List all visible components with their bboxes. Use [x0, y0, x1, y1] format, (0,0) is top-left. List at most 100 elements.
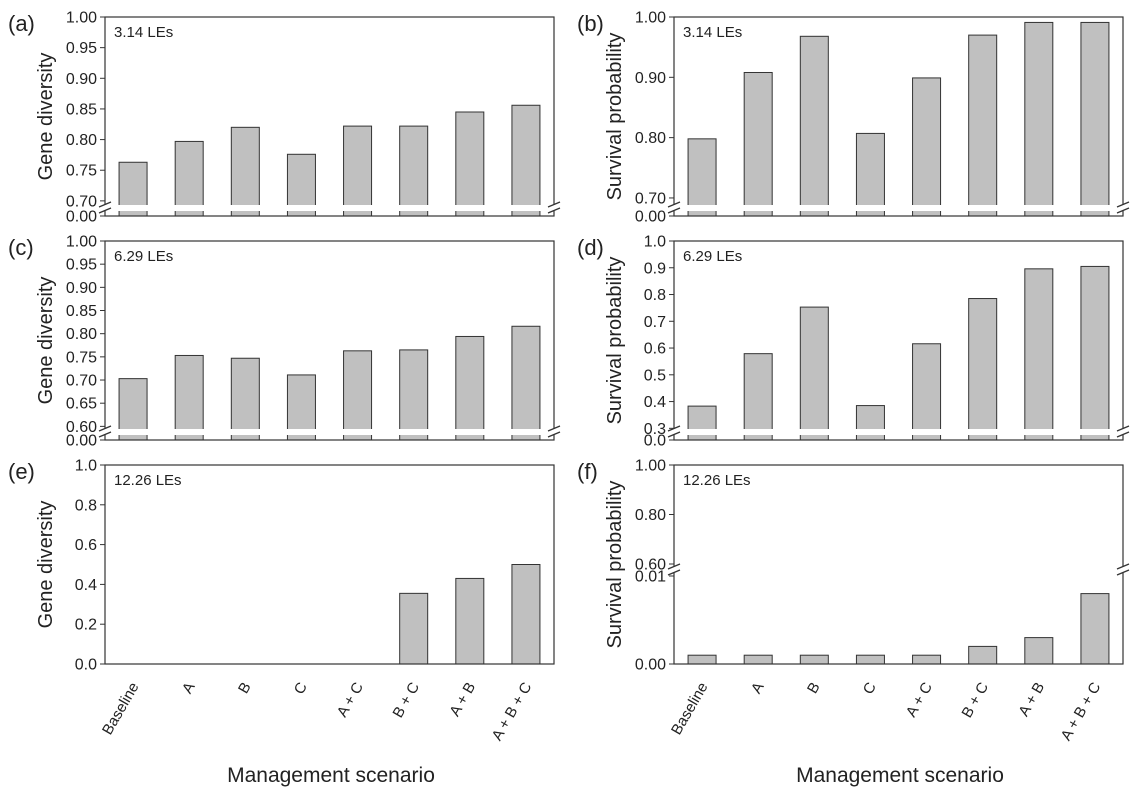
y-tick-label: 1.00	[635, 10, 666, 27]
bar-abc	[511, 325, 541, 441]
y-tick-label: 0.8	[75, 497, 97, 514]
bar-b	[799, 654, 829, 665]
chart-panel-e: 0.0 0.2 0.4 0.6 0.8 1.0 (e)Gene diversity 12.26…	[8, 458, 555, 744]
x-tick-label: B + C	[958, 679, 992, 720]
axis-break-mark	[667, 425, 681, 432]
x-axis-title-left: Management scenario	[227, 764, 435, 787]
axis-break-mark	[547, 431, 561, 438]
axis-break-mark	[98, 201, 112, 208]
bar-bc	[968, 645, 998, 665]
x-tick-label: A + B	[446, 680, 479, 720]
x-axis-title-right: Management scenario	[796, 764, 1004, 787]
chart-panel-f: 0.60 0.80 1.00 0.00 0.01 (f) Survival probabil…	[577, 458, 1130, 744]
y-tick-label: 0.8	[644, 287, 666, 304]
axis-break-mark	[547, 207, 561, 214]
panel-label: (f)	[577, 459, 598, 484]
y-tick-label: 1.0	[644, 234, 666, 251]
bar-bc	[399, 125, 429, 217]
y-tick-label: 0.4	[644, 394, 666, 411]
x-tick-label: A	[179, 680, 199, 697]
bar-ab	[455, 577, 485, 665]
bar-a	[174, 140, 204, 217]
y-tick-label: 0.75	[66, 163, 97, 180]
bar-b	[799, 35, 829, 217]
bar-abc	[1080, 265, 1110, 441]
x-tick-label: A	[748, 680, 768, 697]
y-tick-label-zero: 0.00	[635, 209, 666, 226]
panel-label: (b)	[577, 11, 604, 36]
x-tick-label: B	[804, 680, 824, 697]
bar-a	[743, 353, 773, 441]
bar-a	[174, 354, 204, 441]
bar-bc	[399, 592, 429, 665]
bar-bc	[968, 298, 998, 441]
axis-break-mark	[1116, 563, 1130, 570]
y-axis-label: Gene diversity	[35, 53, 57, 181]
y-tick-label: 1.00	[66, 234, 97, 251]
axis-break-mark	[1116, 207, 1130, 214]
axis-break-mark	[1116, 569, 1130, 576]
chart-panel-d: 0.3 0.4 0.5 0.6 0.7 0.8 0.9 1.0 0.0 (d)Survival p…	[577, 234, 1130, 450]
y-tick-label: 0.90	[635, 70, 666, 87]
y-tick-label: 0.5	[644, 367, 666, 384]
y-tick-label: 0.80	[635, 507, 666, 524]
bar-abc	[511, 564, 541, 665]
corner-label: 3.14 LEs	[683, 24, 742, 41]
x-tick-label: B	[235, 680, 255, 697]
y-axis-label: Survival probability	[604, 33, 626, 201]
x-tick-label: B + C	[389, 679, 423, 720]
bar-ab	[455, 111, 485, 217]
y-tick-label: 0.0	[75, 657, 97, 674]
y-tick-label: 0.00	[635, 657, 666, 674]
plot-frame	[673, 240, 1124, 441]
y-tick-label: 0.90	[66, 71, 97, 88]
bar-ab	[1024, 637, 1054, 665]
y-tick-label: 0.3	[644, 421, 666, 438]
y-tick-label: 0.95	[66, 257, 97, 274]
y-tick-label: 0.70	[66, 373, 97, 390]
x-tick-label: A + B + C	[489, 679, 536, 743]
y-tick-label: 0.70	[66, 193, 97, 210]
plot-frame	[104, 464, 555, 665]
corner-label: 12.26 LEs	[114, 472, 182, 489]
bar-ac	[912, 343, 942, 441]
corner-label: 3.14 LEs	[114, 24, 173, 41]
bar-b	[230, 126, 260, 217]
y-tick-label: 0.85	[66, 303, 97, 320]
y-tick-label: 0.9	[644, 260, 666, 277]
y-tick-label: 0.7	[644, 314, 666, 331]
axis-break-gap	[103, 429, 556, 435]
axis-break-mark	[667, 563, 681, 570]
bar-ab	[1024, 268, 1054, 441]
bar-ab	[1024, 21, 1054, 217]
x-tick-label: C	[291, 679, 311, 697]
y-tick-label: 0.6	[644, 341, 666, 358]
x-tick-label: A + C	[334, 679, 367, 720]
axis-break-mark	[667, 201, 681, 208]
y-axis-label: Gene diversity	[35, 501, 57, 629]
bar-a	[743, 654, 773, 665]
y-tick-label: 0.60	[635, 557, 666, 574]
chart-panel-c: 0.60 0.65 0.70 0.75 0.80 0.85 0.90 0.95 1.00 0.00…	[8, 234, 561, 450]
y-tick-label: 0.95	[66, 40, 97, 57]
corner-label: 6.29 LEs	[683, 248, 742, 265]
panel-label: (c)	[8, 235, 34, 260]
y-axis-label: Gene diversity	[35, 277, 57, 405]
axis-break-gap	[672, 429, 1125, 435]
bar-c	[855, 132, 885, 217]
y-tick-label: 0.65	[66, 396, 97, 413]
axis-break-mark	[98, 431, 112, 438]
y-tick-label: 0.80	[66, 132, 97, 149]
axis-break-mark	[547, 425, 561, 432]
corner-label: 12.26 LEs	[683, 472, 751, 489]
axis-break-mark	[667, 569, 681, 576]
panel-label: (e)	[8, 459, 35, 484]
bar-ac	[912, 654, 942, 665]
y-axis-label: Survival probability	[604, 257, 626, 425]
axis-break-gap	[672, 205, 1125, 211]
axis-break-mark	[98, 425, 112, 432]
plot-frame	[104, 16, 555, 217]
axis-break-mark	[1116, 425, 1130, 432]
y-axis-label: Survival probability	[604, 481, 626, 649]
